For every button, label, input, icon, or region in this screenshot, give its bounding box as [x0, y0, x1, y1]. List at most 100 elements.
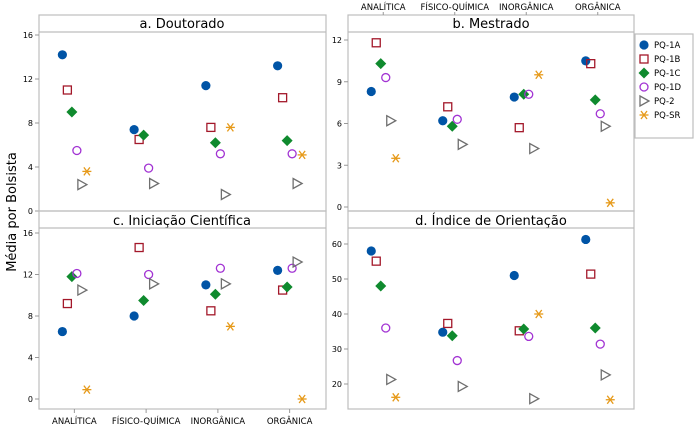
point-pq-2 — [220, 277, 232, 290]
point-pq-sr — [297, 394, 307, 404]
y-tick-label: 3 — [337, 161, 342, 170]
point-pq-1a — [366, 246, 376, 256]
legend-item: PQ-1D — [639, 82, 682, 93]
point-pq-1d — [72, 145, 82, 156]
x-tick-label: INORGÂNICA — [499, 1, 554, 13]
y-tick-label: 12 — [23, 271, 33, 280]
panel-frame — [347, 210, 635, 410]
point-pq-1a — [581, 234, 591, 245]
x-tick-label: INORGÂNICA — [191, 415, 246, 427]
point-pq-1d — [381, 72, 391, 83]
legend-label: PQ-SR — [654, 111, 681, 121]
y-tick-label: 16 — [23, 31, 33, 40]
point-pq-1b — [277, 93, 288, 103]
point-pq-1b — [443, 318, 453, 329]
point-pq-2 — [77, 283, 89, 297]
point-pq-1d — [143, 163, 154, 173]
y-tick-label: 4 — [28, 163, 33, 172]
y-tick-label: 6 — [337, 120, 342, 129]
point-pq-1b — [62, 85, 73, 95]
point-pq-1a — [273, 61, 283, 71]
point-pq-2 — [148, 177, 160, 190]
point-pq-1a — [57, 326, 67, 337]
point-pq-1b — [586, 59, 596, 69]
legend-item: PQ-2 — [639, 94, 675, 108]
y-tick-label: 12 — [23, 75, 33, 84]
point-pq-sr — [82, 167, 92, 176]
point-pq-1a — [438, 116, 448, 126]
y-axis-label: Média por Bolsista — [5, 152, 20, 272]
point-pq-1d — [452, 114, 462, 124]
y-tick-label: 9 — [337, 78, 342, 87]
point-pq-2 — [600, 120, 612, 133]
point-pq-1d — [72, 268, 82, 279]
point-pq-2 — [292, 255, 304, 269]
x-tick-label: FÍSICO-QUÍMICA — [112, 415, 181, 427]
point-pq-1c — [375, 58, 387, 70]
point-pq-1c — [281, 135, 293, 147]
panel-title: a. Doutorado — [139, 17, 224, 32]
point-pq-1c — [446, 120, 458, 132]
point-pq-1d — [215, 149, 226, 159]
point-pq-sr — [297, 150, 307, 160]
point-pq-1d — [287, 149, 297, 159]
y-tick-label: 0 — [28, 395, 33, 404]
point-pq-1c — [138, 129, 150, 141]
point-pq-2 — [457, 380, 469, 393]
point-pq-1b — [371, 256, 381, 266]
point-pq-1b — [134, 242, 144, 253]
panel-frame — [38, 210, 327, 410]
point-pq-1a — [581, 56, 591, 66]
y-tick-label: 50 — [332, 275, 342, 284]
y-tick-label: 30 — [332, 345, 342, 354]
point-pq-1a — [438, 327, 448, 337]
panel-indice-orientacao: d. Índice de Orientação 20 30 40 50 60 — [332, 210, 635, 410]
point-pq-1b — [62, 298, 73, 309]
point-pq-2 — [220, 188, 232, 201]
point-pq-1c — [66, 271, 78, 283]
point-pq-2 — [148, 277, 160, 290]
y-tick-label: 20 — [332, 380, 342, 389]
point-pq-1d — [595, 339, 605, 349]
point-pq-1c — [66, 106, 78, 118]
point-pq-sr — [225, 123, 235, 132]
y-tick-label: 60 — [332, 240, 342, 249]
point-pq-1c — [138, 294, 150, 306]
legend: PQ-1A PQ-1B PQ-1C PQ-1D PQ-2 PQ-SR — [634, 33, 694, 139]
point-pq-1a — [129, 311, 139, 321]
legend-item: PQ-1C — [638, 67, 681, 79]
point-pq-1a — [509, 270, 519, 281]
point-pq-1d — [452, 355, 462, 366]
legend-marker-pq-1d — [639, 82, 649, 92]
legend-marker-pq-1b — [639, 54, 649, 64]
y-tick-label: 0 — [337, 203, 342, 212]
legend-label: PQ-1B — [654, 55, 681, 65]
point-pq-1a — [57, 50, 67, 60]
point-pq-2 — [77, 178, 89, 191]
legend-label: PQ-1D — [654, 83, 682, 93]
y-tick-label: 40 — [332, 310, 342, 319]
x-tick-label: ANALÍTICA — [361, 1, 406, 13]
point-pq-1b — [443, 102, 453, 112]
point-pq-1c — [589, 94, 601, 106]
point-pq-1d — [287, 263, 297, 273]
point-pq-1d — [215, 263, 226, 273]
point-pq-1b — [586, 269, 596, 279]
y-tick-label: 8 — [28, 119, 33, 128]
point-pq-sr — [605, 198, 615, 208]
point-pq-1a — [201, 280, 211, 290]
panel-doutorado: a. Doutorado 0 4 8 12 16 — [23, 14, 327, 216]
legend-marker-pq-2 — [639, 94, 651, 108]
point-pq-sr — [534, 70, 544, 80]
panel-title: d. Índice de Orientação — [415, 213, 567, 229]
point-pq-sr — [534, 309, 544, 319]
point-pq-1a — [366, 86, 376, 97]
point-pq-1c — [518, 323, 530, 335]
point-pq-2 — [457, 138, 469, 151]
point-pq-2 — [386, 114, 398, 127]
y-tick-label: 12 — [332, 36, 342, 45]
legend-marker-pq-1c — [638, 67, 650, 79]
point-pq-1c — [209, 137, 221, 149]
point-pq-1d — [524, 331, 534, 342]
